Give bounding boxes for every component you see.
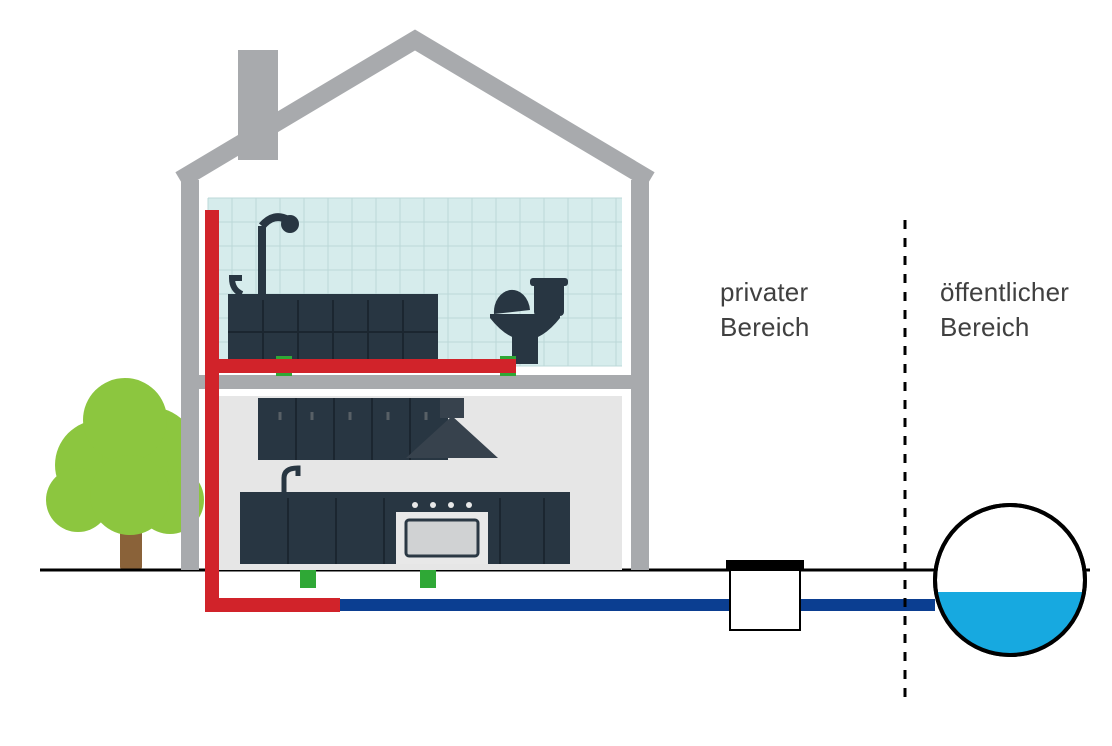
- inspection-chamber: [730, 570, 800, 630]
- toilet-tank: [534, 282, 564, 316]
- trap-floor-1: [300, 570, 316, 588]
- shower-head-icon: [281, 215, 299, 233]
- manhole-lid: [726, 560, 804, 570]
- trap-floor-2: [420, 570, 436, 588]
- private-area-label: privaterBereich: [720, 275, 810, 345]
- public-area-label: öffentlicherBereich: [940, 275, 1069, 345]
- sewer-water: [936, 592, 1084, 655]
